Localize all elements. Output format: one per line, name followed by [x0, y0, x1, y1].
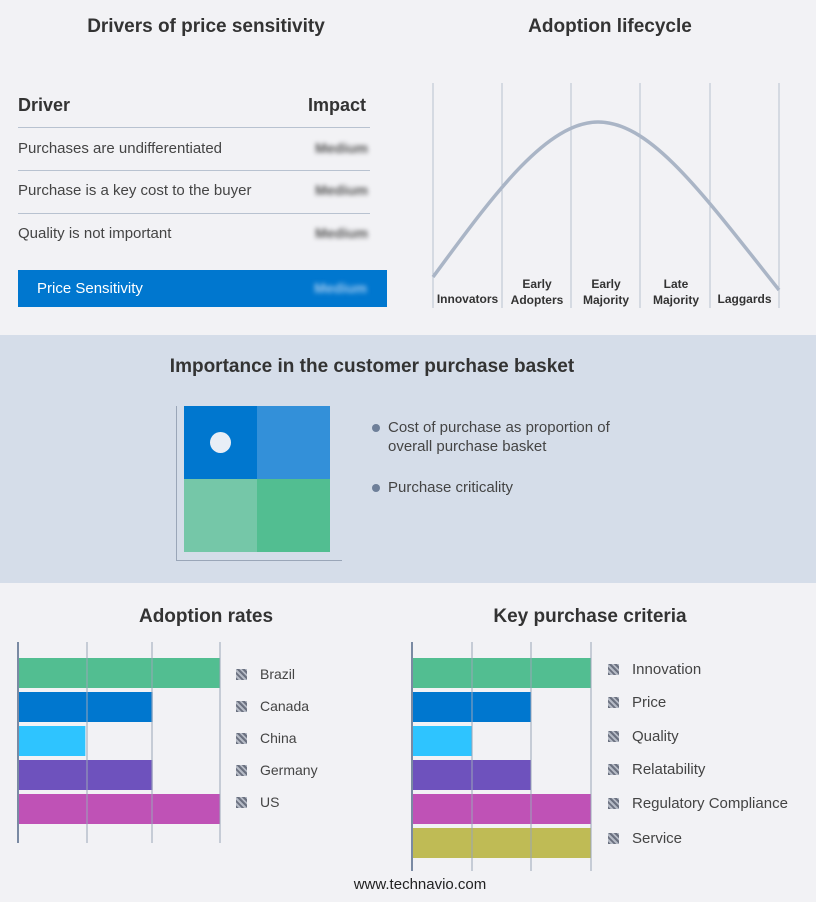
bar-quality [412, 726, 472, 756]
legend-item: Quality [608, 728, 679, 745]
legend-item: Price [608, 694, 666, 711]
bar-brazil [18, 658, 220, 688]
legend-label: Germany [260, 762, 318, 778]
basket-bullet: Purchase criticality [388, 479, 514, 496]
impact-value: Medium [315, 140, 368, 156]
driver-label: Purchases are undifferentiated [18, 140, 223, 157]
driver-row: Purchases are undifferentiated Medium [18, 140, 370, 171]
price-sensitivity-value: Medium [314, 280, 367, 296]
legend-item: US [236, 794, 279, 810]
matrix-cell [184, 479, 257, 552]
legend-label: Service [632, 830, 683, 847]
bar-us [18, 794, 220, 824]
bullet-icon [372, 484, 380, 492]
legend-label: Canada [260, 698, 310, 714]
legend-swatch-icon [236, 796, 247, 808]
impact-value: Medium [315, 182, 368, 198]
stage-label: Laggards [717, 292, 772, 306]
driver-row: Purchase is a key cost to the buyer Mediu… [18, 182, 370, 214]
legend-swatch-icon [608, 731, 619, 742]
lifecycle-title: Adoption lifecycle [528, 16, 692, 37]
impact-column-header: Impact [307, 95, 366, 115]
adoption-rates-title: Adoption rates [138, 606, 274, 627]
legend-label: Quality [632, 728, 679, 745]
basket-section [0, 335, 816, 583]
legend-swatch-icon [608, 833, 619, 844]
legend-item: Regulatory Compliance [608, 795, 788, 812]
matrix-cell [257, 479, 330, 552]
position-marker [210, 432, 231, 453]
legend-swatch-icon [608, 798, 619, 809]
impact-value: Medium [315, 225, 368, 241]
driver-label: Purchase is a key cost to the buyer [18, 182, 252, 199]
drivers-header: Driver Impact [18, 95, 370, 128]
stage-label: Early Adopters [510, 277, 564, 307]
bar-regulatory-compliance [412, 794, 591, 824]
driver-column-header: Driver [18, 95, 71, 115]
stage-label: Late Majority [652, 277, 699, 307]
footer-url[interactable]: www.technavio.com [353, 876, 487, 893]
legend-label: China [260, 730, 297, 746]
legend-label: Relatability [632, 761, 706, 778]
price-sensitivity-label: Price Sensitivity [37, 280, 143, 297]
price-sensitivity-bar: Price Sensitivity Medium [18, 270, 387, 307]
lifecycle-chart [431, 83, 781, 308]
driver-row: Quality is not important Medium [18, 225, 370, 255]
legend-label: Price [632, 694, 667, 711]
legend-swatch-icon [236, 668, 247, 680]
legend-item: Relatability [608, 761, 705, 778]
bar-germany [18, 760, 153, 790]
legend-label: US [260, 794, 280, 810]
legend-label: Brazil [260, 666, 296, 682]
basket-bullet: Cost of purchase as proportion of overal… [388, 419, 610, 455]
legend-item: China [236, 730, 297, 746]
matrix-x-axis [176, 560, 342, 561]
matrix-cell [257, 406, 330, 479]
matrix-y-axis [176, 406, 177, 560]
legend-swatch-icon [608, 664, 619, 675]
adoption-curve [431, 120, 781, 292]
legend-item: Brazil [236, 666, 295, 682]
legend-swatch-icon [608, 764, 619, 775]
stage-label: Innovators [436, 292, 499, 306]
bar-china [18, 726, 86, 756]
basket-title: Importance in the customer purchase bask… [169, 356, 575, 377]
stage-label: Early Majority [582, 277, 629, 307]
legend-label: Innovation [632, 661, 702, 678]
drivers-title: Drivers of price sensitivity [87, 16, 325, 37]
legend-item: Canada [236, 698, 309, 714]
kpc-title: Key purchase criteria [493, 606, 687, 627]
legend-item: Germany [236, 762, 318, 778]
legend-item: Service [608, 830, 682, 847]
bar-innovation [412, 658, 591, 688]
legend-swatch-icon [608, 697, 619, 708]
bar-service [412, 828, 591, 858]
legend-swatch-icon [236, 764, 247, 776]
legend-swatch-icon [236, 700, 247, 712]
bar-canada [18, 692, 153, 722]
legend-swatch-icon [236, 732, 247, 744]
legend-label: Regulatory Compliance [632, 795, 788, 812]
bullet-icon [372, 424, 380, 432]
driver-label: Quality is not important [18, 225, 172, 242]
legend-item: Innovation [608, 661, 701, 678]
